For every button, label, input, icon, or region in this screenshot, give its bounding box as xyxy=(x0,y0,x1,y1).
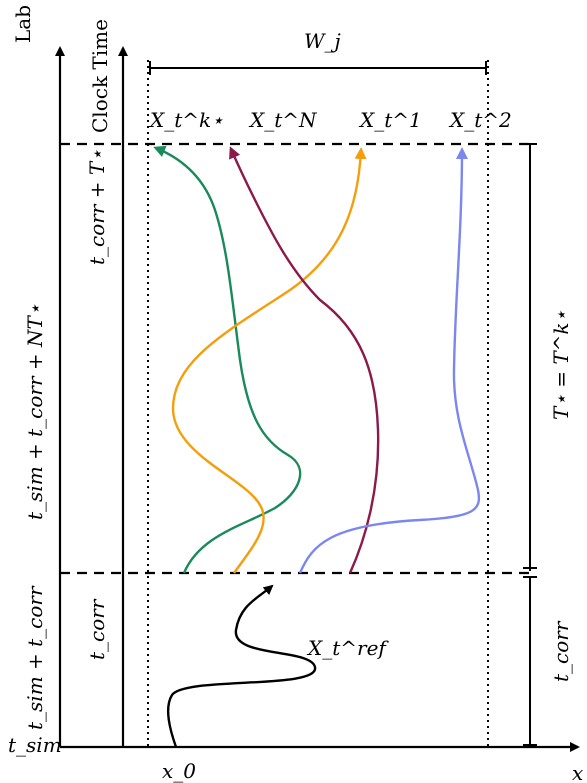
clock-time-label: Clock Time xyxy=(88,19,112,133)
trajectory-k-star-label: X_t^k⋆ xyxy=(148,108,224,132)
x-axis-label: x xyxy=(572,761,583,783)
right-T-star-label: T⋆ = T^k⋆ xyxy=(549,310,573,420)
reference-trajectory-curve xyxy=(166,584,317,748)
right-bracket-tcorr xyxy=(523,576,537,746)
clock-t-corr-T-label: t_corr + T⋆ xyxy=(85,149,109,265)
window-label: W_j xyxy=(304,29,341,53)
trajectory-2-label: X_t^2 xyxy=(448,108,512,132)
clock-t-corr-label: t_corr xyxy=(85,598,109,660)
lab-t-sim-corr-NT-label: t_sim + t_corr + NT⋆ xyxy=(23,304,47,520)
trajectory-N-label: X_t^N xyxy=(248,108,318,132)
trajectory-1-label: X_t^1 xyxy=(358,108,422,132)
right-t-corr-label: t_corr xyxy=(549,620,573,682)
lab-t-sim-corr-label: t_sim + t_corr xyxy=(23,585,47,730)
trajectory-2-curve xyxy=(298,147,481,574)
lab-t-sim-label: t_sim xyxy=(8,733,62,757)
right-bracket-T xyxy=(523,143,537,571)
reference-trajectory-label: X_t^ref xyxy=(306,636,389,660)
x0-label: x_0 xyxy=(162,759,196,783)
trajectory-k-star-curve xyxy=(153,145,302,574)
window-bracket xyxy=(149,61,487,75)
trajectory-1-curve xyxy=(171,147,367,574)
trajectory-N-curve xyxy=(229,146,380,574)
lab-time-label: Lab Time xyxy=(11,0,35,43)
